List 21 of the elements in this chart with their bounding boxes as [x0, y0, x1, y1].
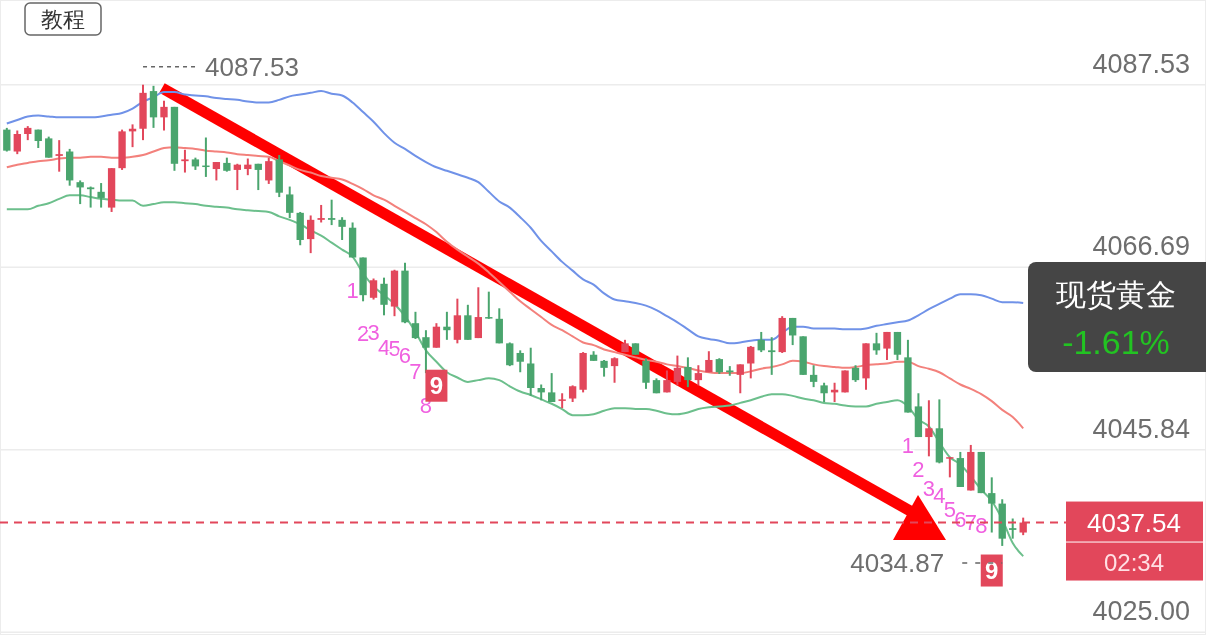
text: 2 — [912, 457, 925, 483]
text: 1 — [346, 277, 359, 303]
text: -1.61% — [1062, 323, 1170, 361]
text: 3 — [367, 319, 380, 345]
y-tick-label: 4066.69 — [1092, 231, 1190, 262]
y-tick-label: 4025.00 — [1092, 596, 1190, 627]
annotation: 4034.87 — [850, 547, 945, 578]
text: 9 — [985, 556, 999, 584]
text: 7 — [409, 358, 422, 384]
text: 02:34 — [1103, 548, 1165, 576]
text: 6 — [954, 506, 967, 532]
text: 1 — [901, 432, 915, 458]
text: 5 — [388, 336, 401, 362]
y-tick-label: 4087.53 — [1092, 48, 1190, 79]
ref-line-label: 4037.54 — [1087, 507, 1181, 538]
annotation: 4087.53 — [205, 51, 300, 82]
annotation: 教程 — [41, 7, 85, 32]
text: 现货黄金 — [1056, 278, 1176, 311]
y-tick-label: 4045.84 — [1092, 413, 1190, 444]
text: 4 — [933, 483, 946, 509]
text: 9 — [429, 371, 444, 399]
